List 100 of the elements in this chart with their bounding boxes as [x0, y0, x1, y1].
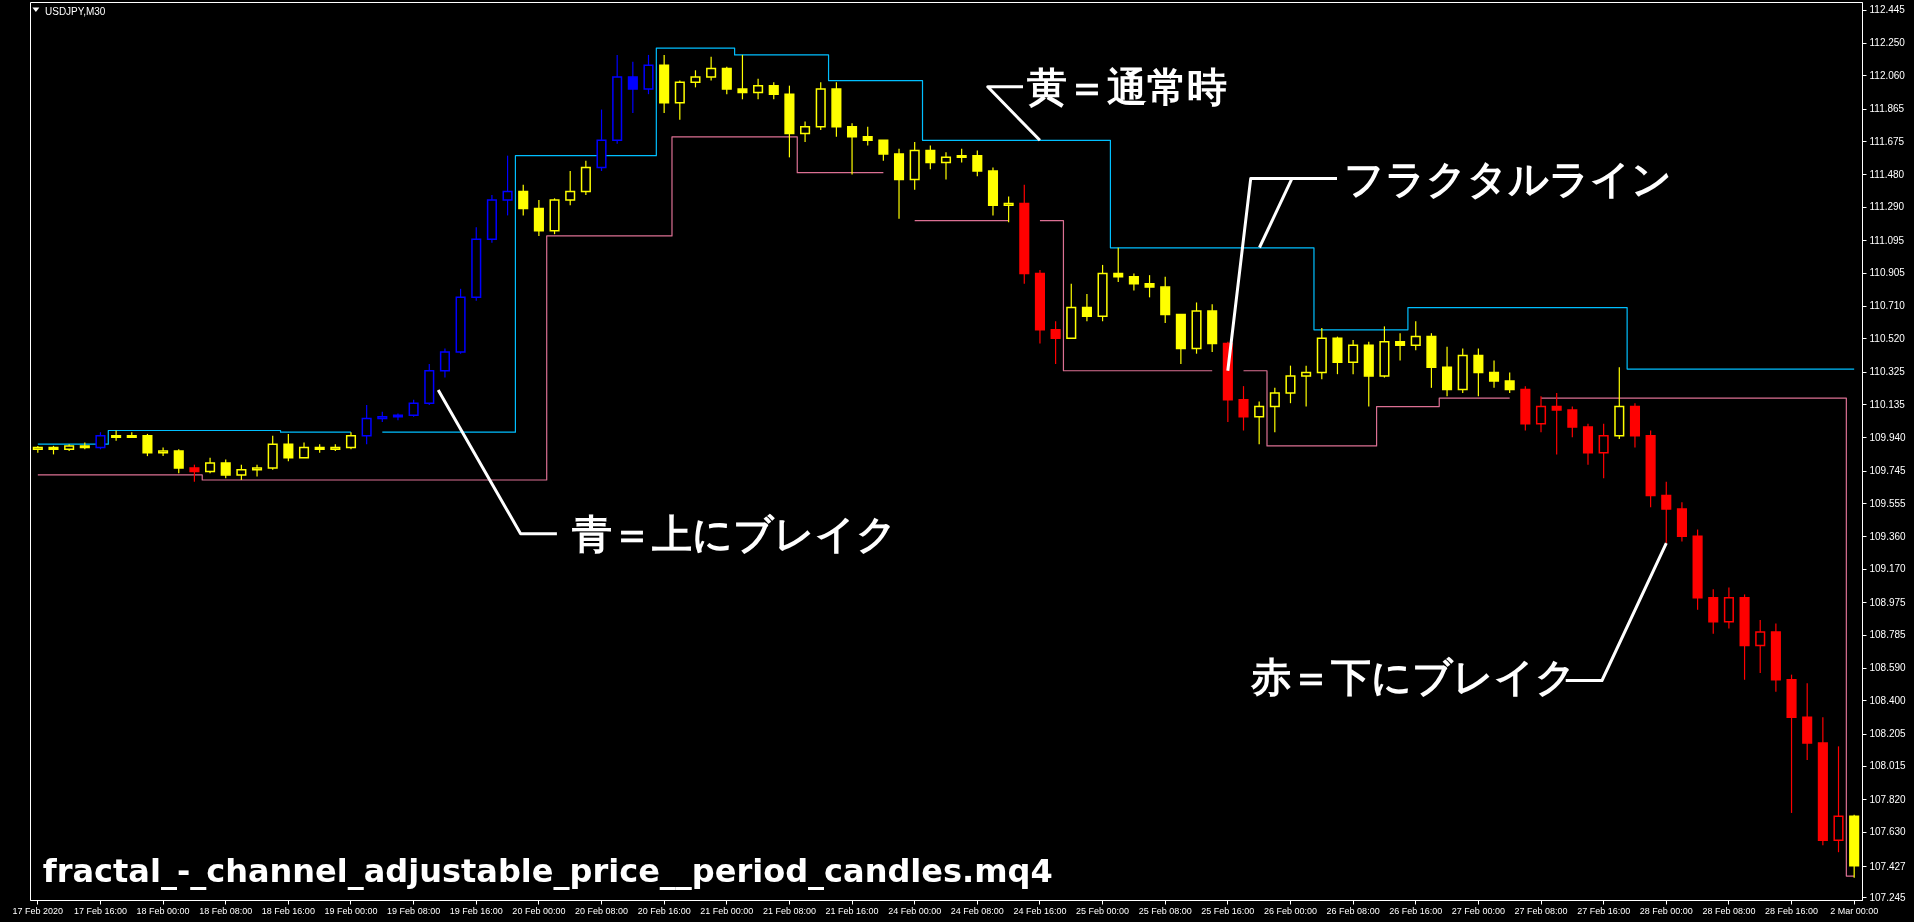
candlestick — [940, 151, 952, 181]
x-tick-label: 25 Feb 08:00 — [1138, 905, 1192, 916]
candlestick — [1598, 423, 1609, 479]
chart-title: USDJPY,M30 — [45, 6, 106, 17]
candlestick — [518, 184, 529, 216]
candlestick — [1050, 320, 1061, 365]
candlestick — [1269, 387, 1280, 433]
candlestick — [925, 144, 936, 170]
x-tick-label: 21 Feb 08:00 — [762, 905, 816, 916]
candlestick — [267, 435, 278, 471]
x-tick-label: 20 Feb 16:00 — [637, 905, 691, 916]
y-tick-label: 109.360 — [1869, 530, 1907, 542]
candlestick — [1395, 332, 1406, 362]
x-tick-label: 20 Feb 08:00 — [575, 905, 629, 916]
candlestick — [878, 139, 889, 162]
y-tick-label: 110.905 — [1869, 267, 1906, 279]
candlestick — [1723, 586, 1734, 630]
candlestick — [1113, 247, 1124, 283]
candlestick — [111, 429, 122, 442]
y-tick-label: 111.865 — [1869, 103, 1905, 115]
candlestick — [1833, 745, 1844, 853]
x-tick-label: 28 Feb 16:00 — [1765, 905, 1819, 916]
annotation: fractal_-_channel_adjustable_price__period_candles.mq4 — [42, 852, 1053, 891]
candlestick — [1144, 274, 1155, 298]
candlestick — [220, 458, 231, 479]
annotation: 青＝上にブレイク — [570, 510, 897, 557]
x-tick-label: 20 Feb 00:00 — [512, 905, 566, 916]
y-tick-label: 111.095 — [1869, 234, 1905, 246]
y-tick-label: 109.940 — [1869, 431, 1907, 443]
y-tick-label: 108.785 — [1869, 629, 1907, 641]
candlestick — [142, 433, 153, 457]
y-tick-label: 111.290 — [1869, 201, 1905, 213]
candlestick — [753, 78, 764, 100]
candlestick — [158, 446, 169, 457]
candlestick — [1567, 406, 1578, 438]
candlestick — [721, 66, 732, 95]
x-tick-label: 25 Feb 00:00 — [1076, 905, 1130, 916]
y-tick-label: 108.590 — [1869, 662, 1907, 674]
x-tick-label: 21 Feb 16:00 — [825, 905, 879, 916]
candlestick — [1661, 481, 1672, 544]
y-tick-label: 109.170 — [1869, 563, 1907, 575]
x-tick-label: 26 Feb 00:00 — [1263, 905, 1317, 916]
candlestick — [251, 464, 263, 478]
x-tick-label: 28 Feb 00:00 — [1639, 905, 1693, 916]
candlestick — [674, 79, 685, 121]
x-tick-label: 24 Feb 16:00 — [1013, 905, 1067, 916]
candlestick — [361, 404, 372, 445]
x-tick-label: 24 Feb 08:00 — [950, 905, 1004, 916]
x-tick-label: 26 Feb 16:00 — [1389, 905, 1443, 916]
candlestick — [1348, 339, 1359, 375]
candlestick — [1708, 588, 1719, 635]
annotation: 赤＝下にブレイク — [1249, 654, 1576, 701]
candlestick — [737, 54, 748, 100]
x-tick-label: 18 Feb 16:00 — [261, 905, 315, 916]
candlestick — [1551, 392, 1562, 456]
y-tick-label: 108.205 — [1869, 728, 1907, 740]
candlestick — [283, 433, 294, 462]
y-tick-label: 112.060 — [1869, 69, 1906, 81]
y-tick-label: 107.820 — [1869, 793, 1907, 805]
candlestick — [1504, 371, 1515, 394]
candlestick — [1488, 359, 1500, 389]
x-tick-label: 26 Feb 08:00 — [1326, 905, 1380, 916]
candlestick — [1755, 619, 1766, 674]
y-tick-label: 107.427 — [1869, 860, 1907, 872]
x-tick-label: 19 Feb 00:00 — [324, 905, 378, 916]
candlestick — [1128, 272, 1139, 292]
candlestick — [173, 448, 184, 474]
candlestick — [1081, 293, 1092, 322]
y-tick-label: 108.400 — [1869, 694, 1907, 706]
x-tick-label: 19 Feb 08:00 — [387, 905, 441, 916]
x-tick-label: 18 Feb 00:00 — [136, 905, 190, 916]
annotation: フラクタルライン — [1343, 155, 1672, 202]
candlestick — [502, 155, 513, 216]
y-tick-label: 111.675 — [1869, 135, 1905, 147]
x-tick-label: 17 Feb 16:00 — [73, 905, 127, 916]
y-tick-label: 112.445 — [1869, 4, 1906, 16]
y-tick-label: 107.630 — [1869, 826, 1907, 838]
y-tick-label: 109.555 — [1869, 497, 1907, 509]
candlestick — [565, 170, 576, 206]
y-tick-label: 109.745 — [1869, 465, 1907, 477]
y-tick-label: 110.710 — [1869, 300, 1906, 312]
y-tick-label: 110.520 — [1869, 332, 1906, 344]
candlestick — [580, 160, 591, 196]
candlestick — [1301, 365, 1312, 408]
x-tick-label: 27 Feb 08:00 — [1514, 905, 1568, 916]
candlestick — [643, 54, 654, 95]
x-tick-label: 28 Feb 08:00 — [1702, 905, 1756, 916]
candlestick — [1332, 336, 1343, 375]
x-tick-label: 25 Feb 16:00 — [1201, 905, 1255, 916]
x-tick-label: 24 Feb 00:00 — [888, 905, 942, 916]
x-tick-label: 18 Feb 08:00 — [199, 905, 253, 916]
candlestick — [847, 122, 858, 176]
x-tick-label: 27 Feb 00:00 — [1451, 905, 1505, 916]
y-tick-label: 110.135 — [1869, 398, 1906, 410]
candlestick — [1285, 365, 1296, 404]
candlestick — [1003, 196, 1014, 223]
candlestick — [972, 149, 983, 177]
x-tick-label: 17 Feb 2020 — [12, 905, 64, 916]
y-tick-label: 110.325 — [1869, 366, 1906, 378]
candlestick — [1473, 347, 1484, 397]
